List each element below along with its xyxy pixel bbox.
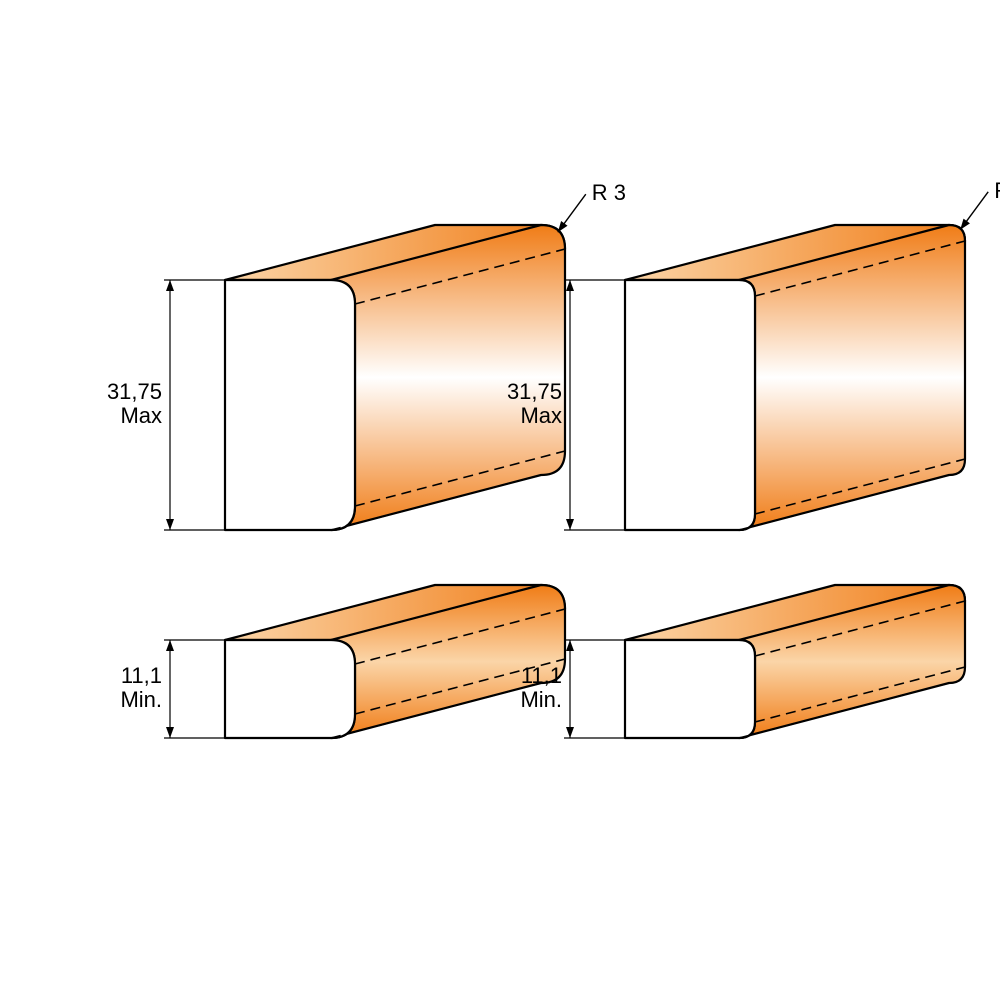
dim-value: 31,75 [107, 379, 162, 404]
arrow-head [566, 640, 574, 651]
technical-diagram: 31,75MaxR 331,75MaxR 211,1Min.11,1Min. [0, 0, 1000, 1000]
dim-value: 11,1 [121, 663, 162, 688]
dim-suffix: Min. [520, 687, 562, 712]
arrow-head [566, 280, 574, 291]
arrow-head [166, 519, 174, 530]
arrow-head [166, 280, 174, 291]
block-front [225, 640, 355, 738]
block: 31,75MaxR 3 [107, 180, 626, 530]
arrow-head [166, 727, 174, 738]
arrow-head [558, 221, 568, 232]
block-front [625, 640, 755, 738]
arrow-head [166, 640, 174, 651]
block-front [225, 280, 355, 530]
arrow-head [960, 219, 970, 230]
block-front [625, 280, 755, 530]
arrow-head [566, 727, 574, 738]
dim-suffix: Min. [120, 687, 162, 712]
block: 11,1Min. [520, 585, 965, 738]
dim-suffix: Max [520, 403, 562, 428]
radius-label: R 3 [592, 180, 626, 205]
dim-value: 11,1 [521, 663, 562, 688]
dim-suffix: Max [120, 403, 162, 428]
block: 31,75Max R 2 [507, 178, 1000, 530]
dim-value: 31,75 [507, 379, 562, 404]
radius-label: R 2 [994, 178, 1000, 203]
block: 11,1Min. [120, 585, 565, 738]
arrow-head [566, 519, 574, 530]
